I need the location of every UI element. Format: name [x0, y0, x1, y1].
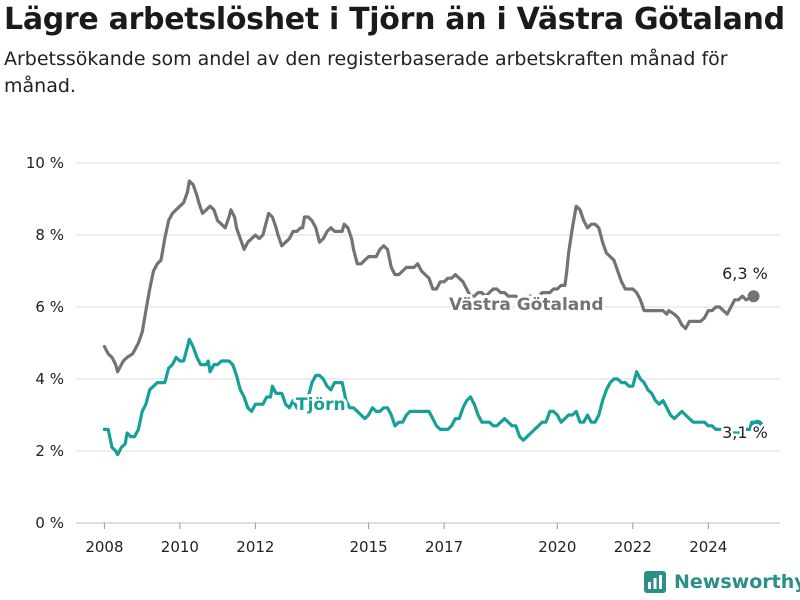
x-tick-label: 2010 — [161, 538, 199, 556]
brand-name: Newsworthy — [674, 571, 800, 593]
y-tick-label: 6 % — [35, 298, 64, 316]
grid-lines — [76, 162, 780, 524]
series-end-point — [747, 290, 760, 303]
x-tick-label: 2015 — [350, 538, 388, 556]
y-axis-ticks: 0 % 2 % 4 % 6 % 8 % 10 % — [26, 154, 64, 532]
series-end-point — [751, 419, 764, 432]
x-tick-label: 2008 — [85, 538, 123, 556]
y-tick-label: 0 % — [35, 514, 64, 532]
x-tick-label: 2022 — [614, 538, 652, 556]
x-tick-label: 2017 — [425, 538, 463, 556]
y-tick-label: 4 % — [35, 370, 64, 388]
series-label-tjorn: Tjörn — [296, 395, 346, 415]
chart-subtitle: Arbetssökande som andel av den registerb… — [4, 48, 728, 97]
series-line-vastra-gotaland — [102, 179, 756, 374]
series-lines — [102, 179, 764, 457]
x-tick-label: 2012 — [236, 538, 274, 556]
x-axis-ticks: 2008 2010 2012 2015 2017 2020 2022 2024 — [85, 523, 727, 556]
series-line-tjorn — [102, 337, 759, 457]
series-labels: Västra Götaland Tjörn 6,3 % 3,1 % — [293, 262, 770, 445]
x-tick-label: 2020 — [538, 538, 576, 556]
end-label-vastra-gotaland: 6,3 % — [722, 264, 768, 283]
end-label-tjorn: 3,1 % — [722, 423, 768, 442]
bar-chart-logo-icon — [644, 571, 666, 593]
y-tick-label: 10 % — [26, 154, 64, 172]
y-tick-label: 2 % — [35, 442, 64, 460]
chart-title: Lägre arbetslöshet i Tjörn än i Västra G… — [4, 2, 785, 37]
y-tick-label: 8 % — [35, 226, 64, 244]
series-label-vastra-gotaland: Västra Götaland — [449, 295, 604, 315]
x-tick-label: 2024 — [689, 538, 727, 556]
newsworthy-brand: Newsworthy — [644, 568, 800, 596]
